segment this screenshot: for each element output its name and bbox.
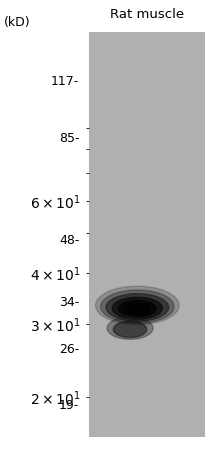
Ellipse shape: [107, 317, 153, 339]
Text: 19-: 19-: [59, 399, 79, 412]
Ellipse shape: [125, 303, 150, 315]
Text: Rat muscle: Rat muscle: [110, 9, 184, 22]
Ellipse shape: [113, 321, 147, 338]
Text: 48-: 48-: [59, 234, 79, 247]
Text: (kD): (kD): [4, 16, 31, 29]
Ellipse shape: [101, 290, 174, 323]
Ellipse shape: [106, 293, 169, 321]
Ellipse shape: [96, 286, 179, 324]
Text: 117-: 117-: [51, 75, 79, 88]
Ellipse shape: [119, 301, 156, 317]
Text: 85-: 85-: [59, 132, 79, 145]
Ellipse shape: [112, 297, 162, 319]
Text: 26-: 26-: [59, 343, 79, 356]
Text: 34-: 34-: [59, 296, 79, 309]
